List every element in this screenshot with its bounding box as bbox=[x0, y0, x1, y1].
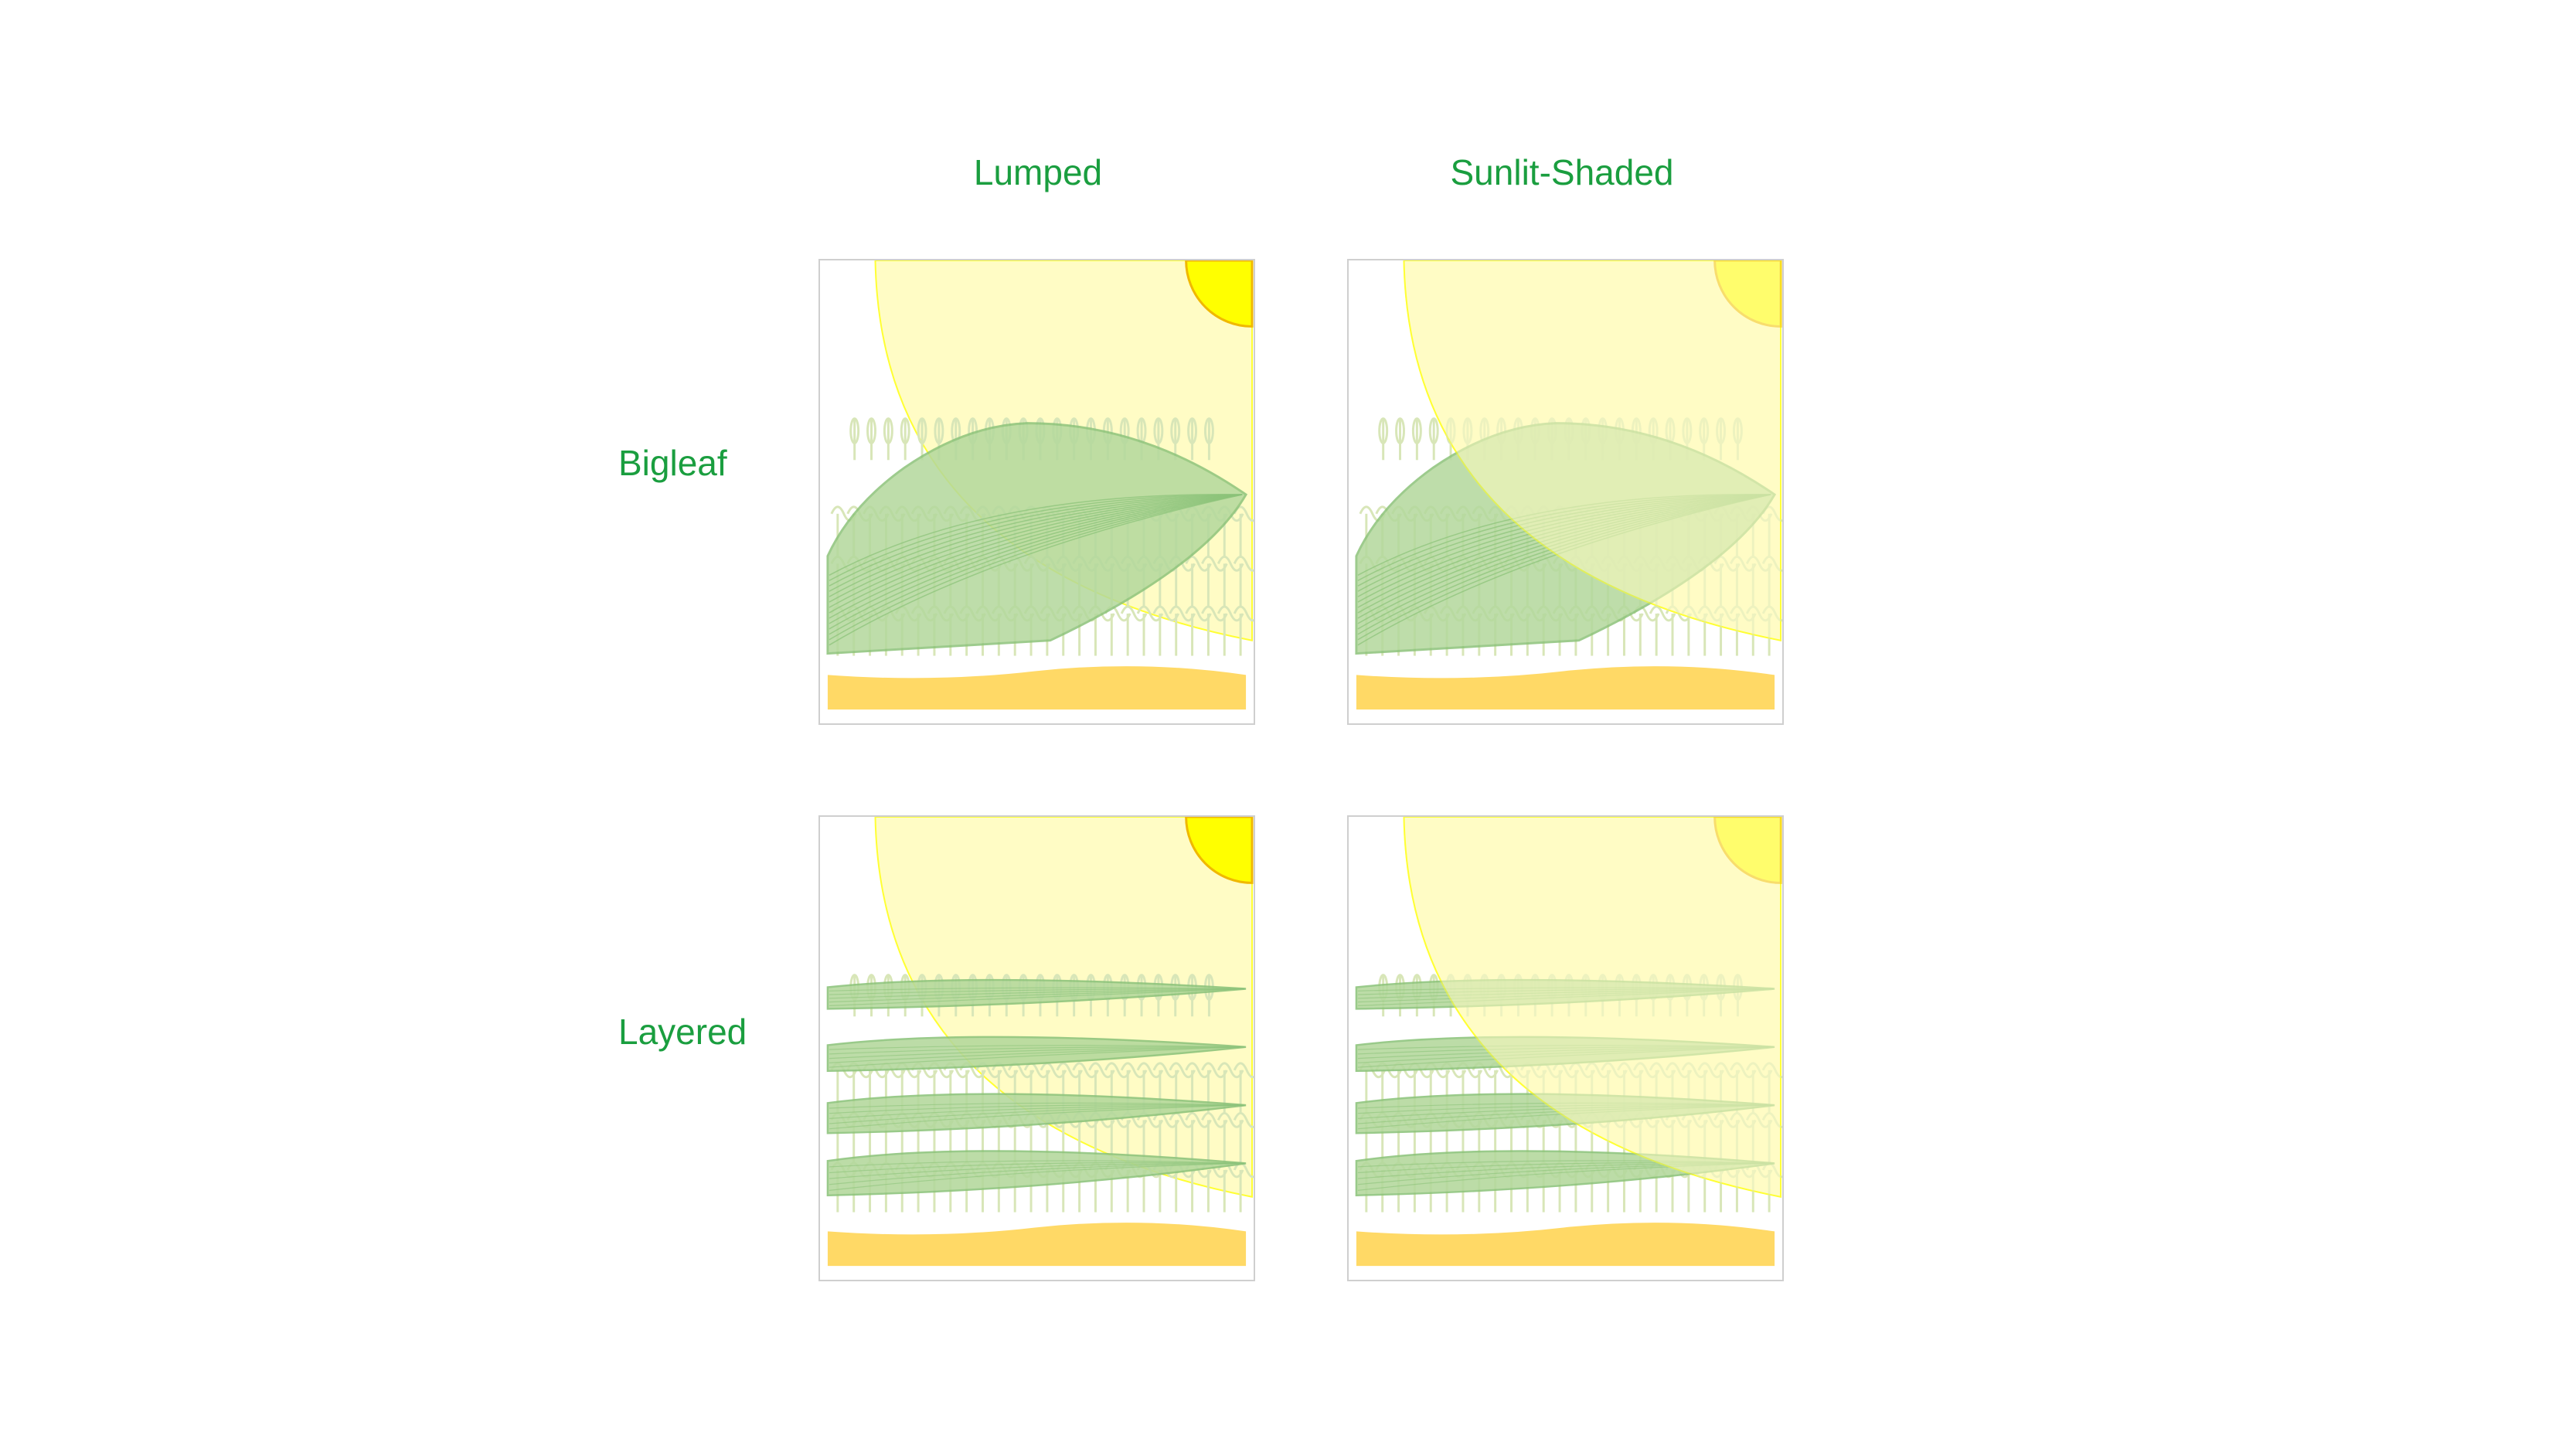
canopy-illustration bbox=[1355, 260, 1782, 710]
soil-layer bbox=[1356, 1223, 1775, 1267]
row-label-bigleaf: Bigleaf bbox=[618, 443, 727, 483]
column-label-sunlit-shaded: Sunlit-Shaded bbox=[1450, 152, 1674, 192]
leaf-layer-1 bbox=[826, 978, 1247, 1010]
soil-layer bbox=[827, 1223, 1247, 1267]
canopy-illustration bbox=[826, 260, 1254, 710]
canopy-illustration bbox=[826, 817, 1254, 1267]
panel-bigleaf-lumped bbox=[818, 259, 1255, 725]
canopy-illustration bbox=[1355, 817, 1782, 1267]
row-label-layered: Layered bbox=[618, 1012, 747, 1052]
sunlit-fraction-overlay bbox=[1403, 260, 1782, 641]
soil-layer bbox=[1356, 666, 1775, 710]
leaf-layers bbox=[826, 978, 1247, 1196]
leaf-layer-3 bbox=[826, 1093, 1247, 1134]
sun-icon bbox=[1185, 260, 1254, 328]
leaf-layer-2 bbox=[826, 1036, 1247, 1073]
panel-layered-sunlit-shaded bbox=[1347, 815, 1784, 1281]
sun-icon bbox=[1185, 817, 1254, 884]
panel-layered-lumped bbox=[818, 815, 1255, 1281]
leaf-layer-4 bbox=[826, 1150, 1247, 1196]
sunlit-fraction-overlay bbox=[1403, 817, 1782, 1198]
big-leaf bbox=[826, 422, 1248, 655]
column-label-lumped: Lumped bbox=[973, 152, 1103, 192]
panel-bigleaf-sunlit-shaded bbox=[1347, 259, 1784, 725]
soil-layer bbox=[827, 666, 1247, 710]
